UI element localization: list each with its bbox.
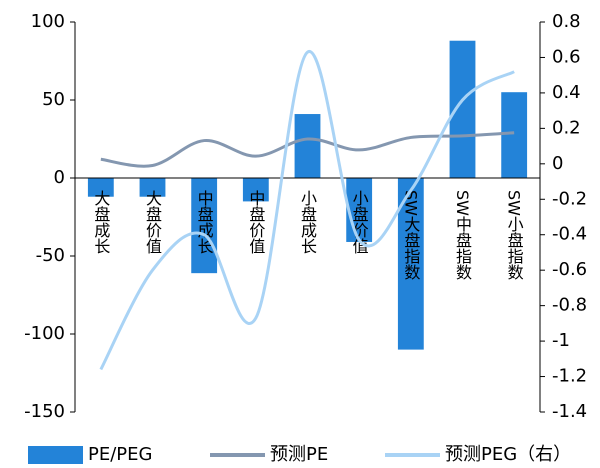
x-tick-label: SW小盘指数 xyxy=(505,190,524,280)
legend-label: PE/PEG xyxy=(88,444,152,465)
y-tick-label: 100 xyxy=(31,11,65,32)
bar xyxy=(139,178,166,197)
line xyxy=(100,131,515,168)
y-tick-label: 50 xyxy=(42,89,65,110)
x-tick-label: SW中盘指数 xyxy=(453,190,472,280)
y2-tick-label: 0.8 xyxy=(552,11,581,32)
y-tick-label: -50 xyxy=(36,245,65,266)
x-tick-label: 中盘价值 xyxy=(246,190,265,254)
x-tick-label: 大盘价值 xyxy=(143,190,162,254)
y2-tick-label: -1 xyxy=(552,330,570,351)
bar xyxy=(346,178,373,242)
y2-tick-label: 0.4 xyxy=(552,82,581,103)
y2-tick-label: -1.4 xyxy=(552,401,587,422)
legend-label: 预测PEG（右） xyxy=(445,444,571,465)
legend-swatch xyxy=(28,446,83,464)
bar xyxy=(501,92,528,178)
y2-tick-label: 0 xyxy=(552,153,563,174)
y-tick-label: -150 xyxy=(24,401,65,422)
y-tick-label: 0 xyxy=(54,167,65,188)
bar xyxy=(294,114,321,178)
y2-tick-label: 0.2 xyxy=(552,117,581,138)
y2-tick-label: -0.2 xyxy=(552,188,587,209)
y-tick-label: -100 xyxy=(24,323,65,344)
bar xyxy=(242,178,269,202)
bar xyxy=(87,178,114,197)
bar xyxy=(191,178,218,274)
y2-tick-label: -1.2 xyxy=(552,366,587,387)
legend-label: 预测PE xyxy=(270,444,328,465)
y2-tick-label: 0.6 xyxy=(552,46,581,67)
line xyxy=(99,50,515,371)
x-tick-label: 小盘成长 xyxy=(298,190,317,254)
x-tick-label: 大盘成长 xyxy=(91,190,110,254)
y2-tick-label: -0.8 xyxy=(552,295,587,316)
x-tick-label: 小盘价值 xyxy=(350,190,369,254)
y2-tick-label: -0.6 xyxy=(552,259,587,280)
bar xyxy=(449,40,476,178)
x-tick-label: SW大盘指数 xyxy=(401,190,420,280)
y2-tick-label: -0.4 xyxy=(552,224,587,245)
